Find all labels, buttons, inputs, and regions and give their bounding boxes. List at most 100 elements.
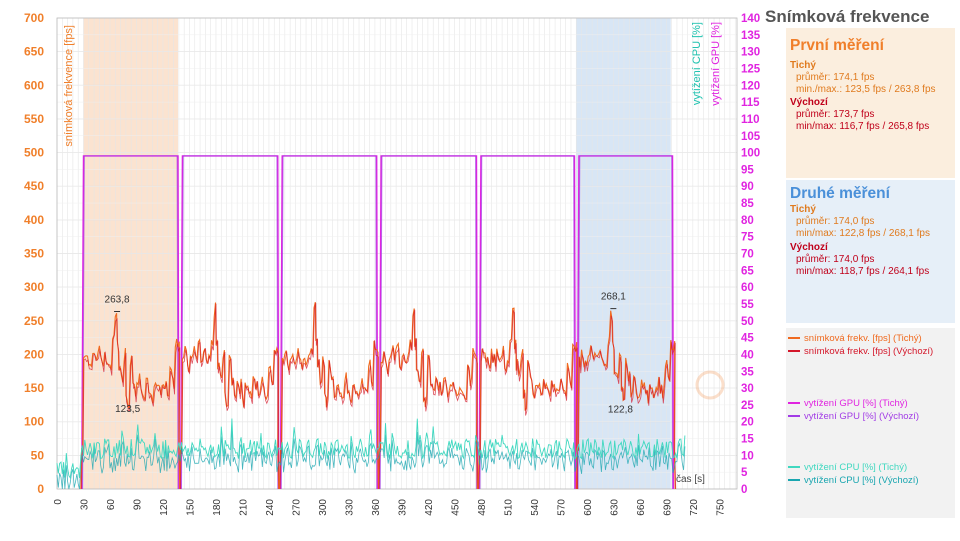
x-tick-label: 270 [291,499,302,516]
y-cpu-axis-label: vytížení CPU [%] [691,22,703,105]
fps-default-run-5 [576,315,677,490]
legend-label: snímková frekv. [fps] (Výchozí) [804,346,934,357]
y-left-tick-label: 100 [24,415,44,429]
second-default-minmax: min/max: 118,7 fps / 264,1 fps [796,266,930,277]
y-left-axis-label: snímková frekvence [fps] [63,25,75,147]
fps-default-run-3 [378,309,479,490]
y-right-tick-label: 125 [741,63,761,75]
y-right-tick-label: 130 [741,47,760,59]
x-tick-label: 180 [212,499,223,516]
x-tick-label: 390 [397,499,408,516]
y-right-tick-label: 20 [741,417,754,429]
gpu-default-segment-4 [479,155,576,490]
x-tick-label: 60 [106,499,117,511]
x-tick-label: 300 [318,499,329,516]
grid [56,17,738,490]
x-tick-label: 660 [636,499,647,516]
plot-frame [56,17,738,490]
x-tick-label: 90 [132,499,143,511]
fps-default-run-0 [81,317,181,490]
legend-label: vytížení GPU [%] (Tichý) [804,398,908,409]
y-left-tick-label: 650 [24,45,44,59]
x-tick-label: 690 [662,499,673,516]
y-left-tick-label: 450 [24,179,44,193]
annotation-label-3: 122,8 [608,404,633,415]
y-left-tick-label: 150 [24,381,44,395]
y-right-tick-label: 140 [741,13,760,25]
x-tick-label: 420 [424,499,435,516]
x-tick-label: 630 [609,499,620,516]
y-left-tick-label: 600 [24,78,44,92]
legend-label: snímková frekv. [fps] (Tichý) [804,333,922,344]
x-tick-label: 600 [583,499,594,516]
x-axis-label: čas [s] [676,474,705,485]
y-right-tick-label: 80 [741,215,754,227]
gpu-quiet-segment-2 [279,155,379,490]
panel-second-measurement [786,180,955,323]
y-right-tick-label: 0 [741,484,747,496]
y-left-tick-label: 400 [24,213,44,227]
legend-label: vytížení CPU [%] (Tichý) [804,462,908,473]
annotation-label-2: 268,1 [601,292,626,303]
fps-default-run-2 [279,302,380,490]
cpu-default-line [56,424,686,490]
fps-default-run-4 [478,309,579,490]
cpu-series [56,418,686,490]
axes: 0501001502002503003504004505005506006507… [24,11,761,516]
y-left-tick-label: 500 [24,146,44,160]
x-tick-label: 240 [265,499,276,516]
fps-quiet-run-3 [377,308,478,490]
y-right-tick-label: 75 [741,232,754,244]
first-default-label: Výchozí [790,97,828,108]
first-default-avg: průměr: 173,7 fps [796,109,875,120]
y-right-tick-label: 85 [741,198,754,210]
y-right-tick-label: 55 [741,299,754,311]
x-tick-label: 450 [450,499,461,516]
legend-item: snímková frekv. [fps] (Výchozí) [788,346,933,357]
second-quiet-label: Tichý [790,204,816,215]
legend-item: vytížení GPU [%] (Výchozí) [788,411,919,422]
y-right-tick-label: 40 [741,349,754,361]
legend-swatch [788,479,800,482]
gpu-default-segment-5 [577,155,674,490]
second-quiet-avg: průměr: 174,0 fps [796,216,875,227]
second-quiet-minmax: min/max: 122,8 fps / 268,1 fps [796,228,930,239]
annotation-label-0: 263,8 [105,295,130,306]
y-left-tick-label: 250 [24,314,44,328]
gpu-default-segment-0 [82,155,179,490]
second-measurement-title: Druhé měření [790,185,890,202]
second-default-avg: průměr: 174,0 fps [796,254,875,265]
x-tick-label: 330 [344,499,355,516]
y-gpu-axis-label: vytížení GPU [%] [710,22,722,106]
y-left-tick-label: 300 [24,280,44,294]
legend-item: vytížení CPU [%] (Výchozí) [788,475,919,486]
y-right-tick-label: 135 [741,30,761,42]
y-left-tick-label: 50 [31,448,45,462]
gpu-quiet-segment-1 [179,155,280,490]
chart-title: Snímková frekvence [765,7,930,26]
y-right-tick-label: 15 [741,434,754,446]
y-right-tick-label: 105 [741,131,761,143]
x-tick-label: 210 [238,499,249,516]
legend-item: snímková frekv. [fps] (Tichý) [788,333,922,344]
x-tick-label: 0 [53,499,64,505]
first-default-minmax: min/max: 116,7 fps / 265,8 fps [796,121,930,132]
x-tick-label: 750 [715,499,726,516]
y-left-tick-label: 550 [24,112,44,126]
gpu-default-segment-1 [181,155,279,490]
y-right-tick-label: 70 [741,249,754,261]
legend-swatch [788,415,800,418]
gpu-series [81,155,675,490]
y-right-tick-label: 10 [741,450,754,462]
fps-default-run-1 [179,303,280,490]
fps-quiet-run-0 [80,313,181,490]
y-right-tick-label: 100 [741,148,760,160]
y-left-tick-label: 350 [24,247,44,261]
x-tick-label: 120 [159,499,170,516]
fps-quiet-run-4 [477,307,578,490]
legend-item: vytížení GPU [%] (Tichý) [788,398,908,409]
y-left-tick-label: 700 [24,11,44,25]
gpu-default-segment-2 [280,155,378,490]
watermark [695,370,725,400]
y-right-tick-label: 30 [741,383,754,395]
